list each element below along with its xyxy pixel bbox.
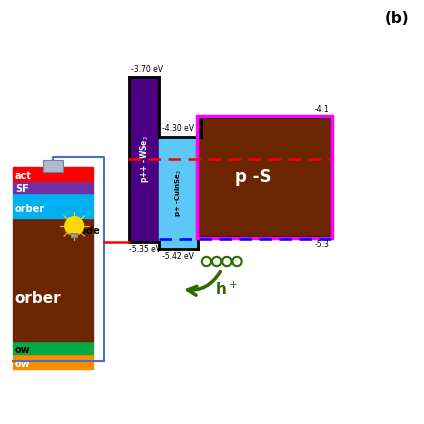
FancyArrowPatch shape [188, 271, 220, 295]
Circle shape [65, 217, 84, 235]
Bar [13, 354, 93, 369]
Text: h$^+$: h$^+$ [215, 281, 238, 298]
Text: ow: ow [15, 359, 31, 369]
Text: (b): (b) [385, 11, 409, 25]
Bar [43, 160, 63, 172]
Text: SF: SF [15, 184, 28, 194]
Bar [13, 218, 93, 341]
Bar [197, 116, 332, 238]
Bar [198, 117, 331, 237]
Text: -4.1: -4.1 [315, 104, 330, 114]
Text: -4.30 eV: -4.30 eV [162, 124, 194, 134]
Text: -5.3: -5.3 [315, 240, 330, 249]
Text: ow: ow [15, 345, 31, 354]
Text: p++ -WSe$_2$: p++ -WSe$_2$ [138, 135, 151, 184]
Bar [159, 137, 198, 248]
Bar [129, 77, 159, 242]
Text: orber: orber [15, 291, 61, 306]
Text: p -S: p -S [235, 168, 272, 186]
Bar [13, 181, 93, 193]
Bar [13, 193, 93, 218]
Bar [13, 167, 93, 181]
Bar [13, 341, 93, 354]
Text: -5.35 eV: -5.35 eV [129, 245, 161, 254]
Text: Anode: Anode [66, 226, 100, 237]
Text: -5.42 eV: -5.42 eV [162, 252, 194, 261]
Text: act: act [15, 171, 32, 181]
Text: orber: orber [15, 204, 45, 215]
Text: -3.70 eV: -3.70 eV [131, 64, 162, 74]
Text: p+ -CuInSe$_2$: p+ -CuInSe$_2$ [173, 168, 184, 217]
